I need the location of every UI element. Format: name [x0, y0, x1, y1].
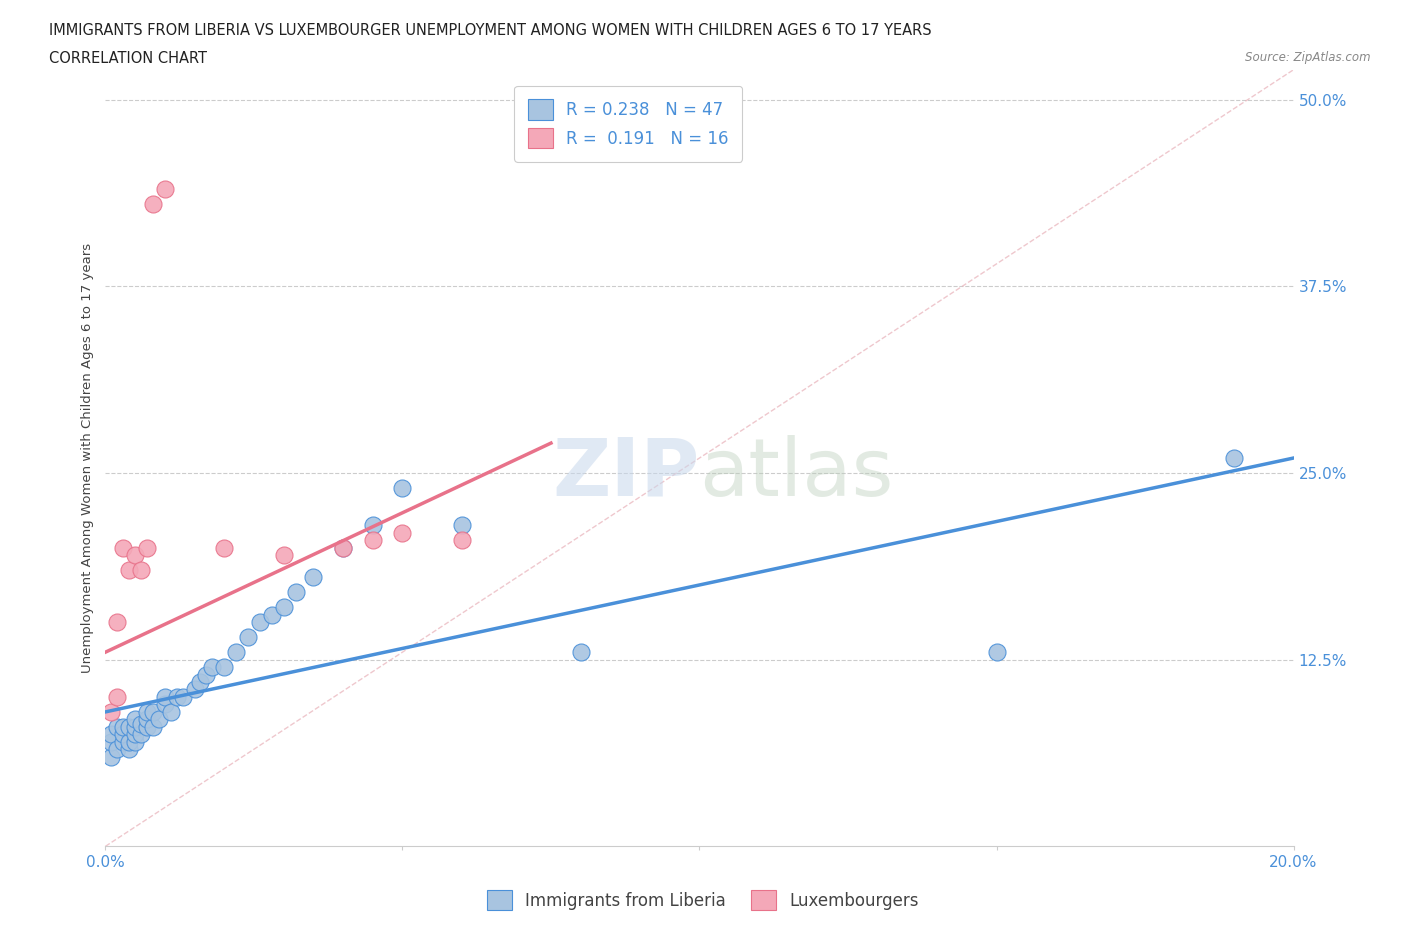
- Point: [273, 600, 295, 615]
- Legend: Immigrants from Liberia, Luxembourgers: Immigrants from Liberia, Luxembourgers: [481, 884, 925, 917]
- Point: [136, 704, 159, 719]
- Point: [100, 704, 122, 719]
- Point: [136, 712, 159, 727]
- Point: [159, 704, 181, 719]
- Point: [142, 197, 165, 212]
- Point: [172, 689, 194, 704]
- Point: [236, 630, 259, 644]
- Point: [195, 667, 218, 682]
- Point: [214, 659, 236, 674]
- Point: [105, 742, 128, 757]
- Point: [129, 716, 152, 731]
- Point: [124, 735, 146, 750]
- Point: [284, 585, 307, 600]
- Text: Source: ZipAtlas.com: Source: ZipAtlas.com: [1246, 51, 1371, 64]
- Point: [129, 727, 152, 742]
- Point: [214, 540, 236, 555]
- Point: [100, 750, 122, 764]
- Point: [450, 533, 472, 548]
- Point: [361, 533, 384, 548]
- Point: [124, 712, 146, 727]
- Point: [986, 644, 1008, 659]
- Point: [118, 563, 141, 578]
- Point: [153, 697, 176, 711]
- Point: [391, 481, 413, 496]
- Point: [124, 548, 146, 563]
- Point: [142, 720, 165, 735]
- Point: [112, 727, 135, 742]
- Point: [249, 615, 271, 630]
- Point: [166, 689, 188, 704]
- Point: [142, 704, 165, 719]
- Point: [450, 518, 472, 533]
- Point: [148, 712, 170, 727]
- Text: CORRELATION CHART: CORRELATION CHART: [49, 51, 207, 66]
- Point: [273, 548, 295, 563]
- Point: [112, 540, 135, 555]
- Point: [190, 674, 212, 689]
- Point: [136, 540, 159, 555]
- Point: [124, 727, 146, 742]
- Text: ZIP: ZIP: [553, 434, 700, 512]
- Point: [225, 644, 247, 659]
- Point: [124, 720, 146, 735]
- Point: [332, 540, 354, 555]
- Point: [112, 735, 135, 750]
- Point: [112, 720, 135, 735]
- Point: [100, 727, 122, 742]
- Point: [118, 742, 141, 757]
- Point: [1223, 451, 1246, 466]
- Point: [332, 540, 354, 555]
- Point: [105, 720, 128, 735]
- Point: [105, 615, 128, 630]
- Text: atlas: atlas: [700, 434, 894, 512]
- Point: [260, 607, 283, 622]
- Point: [118, 720, 141, 735]
- Y-axis label: Unemployment Among Women with Children Ages 6 to 17 years: Unemployment Among Women with Children A…: [80, 243, 94, 673]
- Point: [201, 659, 224, 674]
- Legend: R = 0.238   N = 47, R =  0.191   N = 16: R = 0.238 N = 47, R = 0.191 N = 16: [515, 86, 742, 162]
- Point: [100, 735, 122, 750]
- Point: [105, 689, 128, 704]
- Point: [136, 720, 159, 735]
- Point: [129, 563, 152, 578]
- Point: [153, 689, 176, 704]
- Point: [302, 570, 325, 585]
- Point: [118, 735, 141, 750]
- Point: [569, 644, 592, 659]
- Point: [361, 518, 384, 533]
- Text: IMMIGRANTS FROM LIBERIA VS LUXEMBOURGER UNEMPLOYMENT AMONG WOMEN WITH CHILDREN A: IMMIGRANTS FROM LIBERIA VS LUXEMBOURGER …: [49, 23, 932, 38]
- Point: [391, 525, 413, 540]
- Point: [183, 682, 205, 697]
- Point: [153, 181, 176, 196]
